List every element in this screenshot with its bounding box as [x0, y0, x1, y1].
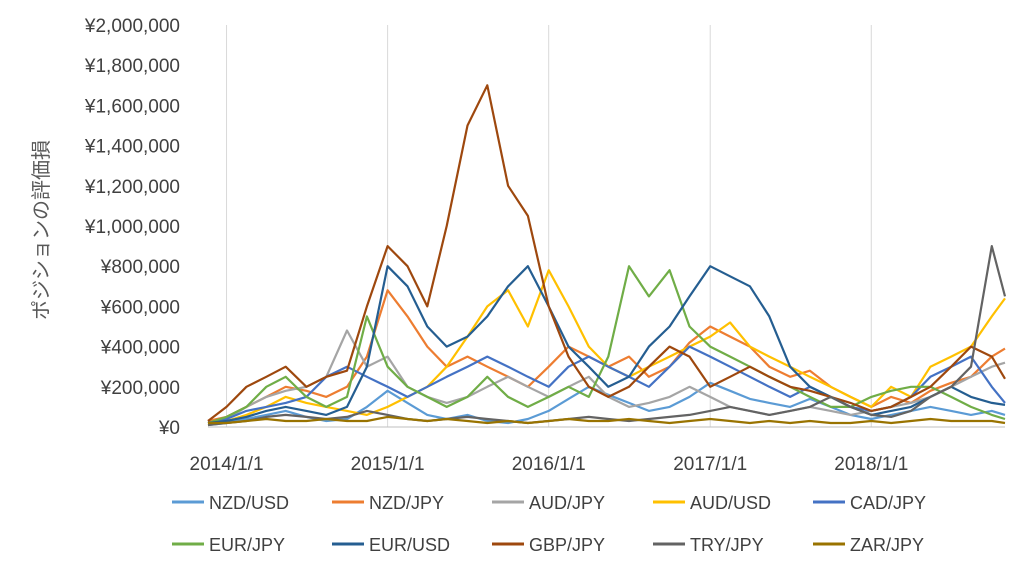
legend-item: AUD/JPY — [492, 493, 605, 513]
legend-item: EUR/USD — [332, 535, 450, 555]
y-tick-label: ¥400,000 — [100, 338, 180, 359]
series-layer — [207, 84, 1007, 427]
series-line-eur-usd — [207, 265, 1006, 425]
y-tick-label: ¥1,000,000 — [84, 217, 180, 238]
y-tick-label: ¥0 — [158, 418, 180, 439]
legend-label: TRY/JPY — [690, 535, 764, 555]
x-tick-label: 2016/1/1 — [512, 454, 586, 475]
y-tick-label: ¥200,000 — [100, 378, 180, 399]
legend-item: CAD/JPY — [813, 493, 926, 513]
legend-label: GBP/JPY — [529, 535, 605, 555]
y-tick-label: ¥1,200,000 — [84, 177, 180, 198]
legend-label: CAD/JPY — [850, 493, 926, 513]
legend-label: EUR/USD — [369, 535, 450, 555]
x-tick-label: 2014/1/1 — [190, 454, 264, 475]
y-axis-title: ポジションの評価損 — [30, 140, 53, 320]
series-line-nzd-jpy — [207, 289, 1006, 423]
legend-label: AUD/USD — [690, 493, 771, 513]
legend-item: ZAR/JPY — [813, 535, 924, 555]
y-tick-label: ¥1,600,000 — [84, 96, 180, 117]
y-tick-label: ¥1,800,000 — [84, 56, 180, 77]
legend-item: EUR/JPY — [172, 535, 285, 555]
x-tick-label: 2017/1/1 — [673, 454, 747, 475]
series-line-zar-jpy — [208, 415, 1006, 425]
legend-label: NZD/JPY — [369, 493, 444, 513]
y-tick-label: ¥1,400,000 — [84, 137, 180, 158]
y-tick-label: ¥2,000,000 — [84, 16, 180, 37]
legend: NZD/USD NZD/JPY AUD/JPY AUD/USD CAD/JPY EUR/J… — [172, 493, 926, 555]
grid-layer — [226, 25, 872, 427]
axis-layer: 2014/1/1 2015/1/1 2016/1/1 2017/1/1 2018/1/1… — [84, 16, 1005, 475]
series-line-gbp-jpy — [207, 84, 1006, 422]
y-tick-label: ¥800,000 — [100, 257, 180, 278]
legend-item: NZD/JPY — [332, 493, 444, 513]
legend-item: TRY/JPY — [653, 535, 764, 555]
y-tick-label: ¥600,000 — [100, 297, 180, 318]
legend-item: NZD/USD — [172, 493, 289, 513]
legend-label: NZD/USD — [209, 493, 289, 513]
legend-label: EUR/JPY — [209, 535, 285, 555]
legend-item: GBP/JPY — [492, 535, 605, 555]
series-line-try-jpy — [207, 245, 1007, 427]
legend-label: ZAR/JPY — [850, 535, 924, 555]
series-line-eur-jpy — [207, 265, 1006, 425]
x-tick-label: 2015/1/1 — [351, 454, 425, 475]
x-tick-label: 2018/1/1 — [834, 454, 908, 475]
legend-label: AUD/JPY — [529, 493, 605, 513]
legend-item: AUD/USD — [653, 493, 771, 513]
series-line-aud-usd — [207, 269, 1006, 427]
